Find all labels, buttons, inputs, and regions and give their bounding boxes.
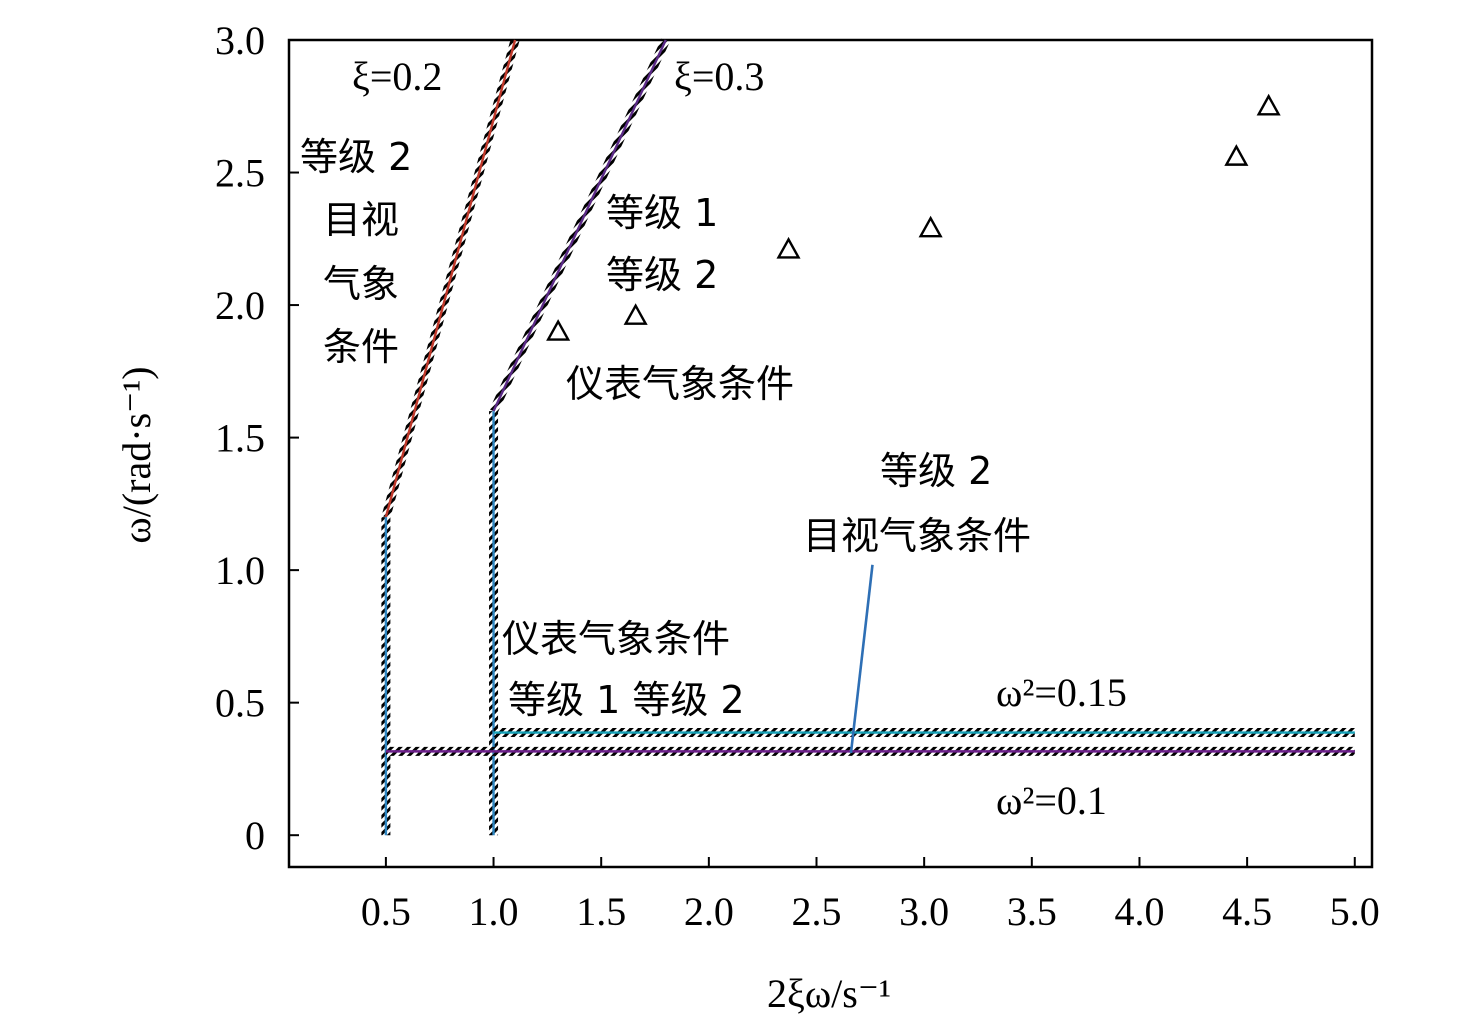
x-tick-label-2: 1.5	[576, 889, 626, 934]
x-axis-ticks: 0.5 1.0 1.5 2.0 2.5 3.0 3.5 4.0 4.5 5.0	[361, 857, 1380, 934]
y-tick-label-1: 0.5	[215, 681, 265, 726]
x-tick-label-8: 4.5	[1222, 889, 1272, 934]
y-tick-label-2: 1.0	[215, 548, 265, 593]
annotation-upper-grade-1: 等级 1	[606, 191, 718, 235]
annotation-right-grade-2: 等级 2	[880, 449, 992, 493]
x-tick-label-3: 2.0	[684, 889, 734, 934]
x-tick-label-6: 3.5	[1007, 889, 1057, 934]
x-tick-label-4: 2.5	[792, 889, 842, 934]
annotation-left-region-line-2: 目视	[323, 198, 399, 242]
annotation-upper-instrument: 仪表气象条件	[566, 362, 794, 406]
annotation-xi-0-3: ξ=0.3	[674, 54, 764, 99]
x-tick-label-0: 0.5	[361, 889, 411, 934]
y-axis-ticks: 0 0.5 1.0 1.5 2.0 2.5 3.0	[215, 18, 299, 858]
x-tick-label-5: 3.0	[899, 889, 949, 934]
annotation-omega-0-1: ω²=0.1	[996, 778, 1107, 823]
y-tick-label-3: 1.5	[215, 416, 265, 461]
annotations: ξ=0.2 ξ=0.3 等级 2 目视 气象 条件 等级 1 等级 2 仪表气象…	[300, 54, 1127, 823]
y-tick-label-0: 0	[245, 813, 265, 858]
y-tick-label-5: 2.5	[215, 151, 265, 196]
x-tick-label-7: 4.0	[1114, 889, 1164, 934]
annotation-right-visual: 目视气象条件	[803, 514, 1031, 558]
y-tick-label-4: 2.0	[215, 283, 265, 328]
data-point-1	[623, 303, 648, 325]
x-tick-label-1: 1.0	[469, 889, 519, 934]
data-point-5	[1256, 93, 1281, 116]
annotation-left-region-line-3: 气象	[323, 262, 399, 306]
annotation-omega-0-15: ω²=0.15	[996, 670, 1127, 715]
plot-frame	[287, 38, 1374, 869]
data-points	[546, 93, 1281, 341]
boundary-line-1	[492, 39, 667, 412]
annotation-left-region-line-4: 条件	[323, 325, 399, 369]
annotation-lower-instrument: 仪表气象条件	[502, 617, 730, 661]
annotation-upper-grade-2: 等级 2	[606, 253, 718, 297]
annotation-lower-grades: 等级 1 等级 2	[508, 678, 745, 722]
data-point-3	[918, 215, 943, 238]
boundary-lines	[381, 38, 1355, 836]
data-point-2	[776, 236, 801, 259]
data-point-4	[1224, 144, 1249, 166]
annotation-xi-0-2: ξ=0.2	[352, 54, 442, 99]
x-axis-title: 2ξω/s⁻¹	[767, 971, 891, 1016]
x-tick-label-9: 5.0	[1330, 889, 1380, 934]
pointer-line	[849, 564, 874, 754]
annotation-left-region-line-1: 等级 2	[300, 135, 412, 179]
boundary-line-0	[384, 39, 517, 518]
data-point-0	[546, 319, 571, 341]
y-axis-title: ω/(rad·s⁻¹)	[114, 366, 159, 543]
y-tick-label-6: 3.0	[215, 18, 265, 63]
